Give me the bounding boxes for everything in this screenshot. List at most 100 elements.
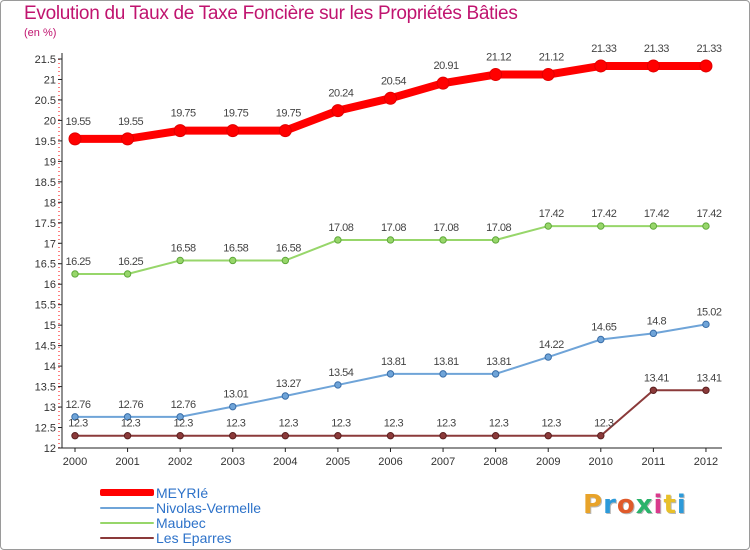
x-tick-label: 2004 — [273, 456, 297, 468]
data-point — [334, 236, 342, 244]
data-label: 16.58 — [171, 242, 196, 254]
data-label: 13.41 — [696, 372, 721, 384]
y-tick-label: 17.5 — [35, 218, 56, 230]
logo-letter: i — [676, 490, 687, 520]
data-point — [173, 124, 187, 138]
logo-letter: x — [635, 490, 654, 520]
data-point — [71, 432, 79, 440]
data-label: 12.3 — [384, 418, 404, 430]
y-tick-label: 21.5 — [35, 54, 56, 66]
data-label: 19.55 — [65, 116, 90, 128]
data-label: 12.76 — [118, 399, 143, 411]
series-lines — [71, 61, 710, 437]
data-point — [597, 222, 605, 230]
y-tick-label: 16.5 — [35, 259, 56, 271]
data-label: 21.12 — [486, 52, 511, 64]
y-tick-label: 12 — [44, 443, 56, 455]
data-point — [649, 386, 658, 394]
data-label: 12.76 — [171, 399, 196, 411]
data-point — [702, 386, 710, 394]
legend-label: Les Eparres — [156, 530, 232, 546]
data-point — [594, 59, 608, 73]
data-point — [544, 353, 552, 361]
x-tick-label: 2006 — [378, 456, 402, 468]
data-point — [702, 320, 710, 329]
data-label: 13.81 — [434, 356, 459, 368]
logo-letter: i — [653, 490, 664, 520]
data-point — [649, 222, 658, 230]
data-point — [699, 59, 713, 73]
data-label: 19.75 — [171, 108, 196, 120]
data-label: 20.24 — [328, 88, 353, 100]
data-point — [491, 236, 500, 244]
data-label: 13.81 — [486, 356, 511, 368]
x-tick-label: 2001 — [115, 456, 139, 468]
data-point — [281, 256, 290, 265]
x-tick-label: 2009 — [536, 456, 560, 468]
data-label: 16.25 — [65, 256, 90, 268]
data-label: 12.3 — [436, 418, 456, 430]
series-points — [68, 59, 713, 440]
data-label: 17.42 — [696, 208, 721, 220]
data-label: 13.41 — [644, 372, 669, 384]
x-tick-label: 2002 — [168, 456, 192, 468]
x-tick-label: 2011 — [642, 456, 666, 468]
y-tick-label: 15.5 — [35, 300, 56, 312]
data-label: 19.55 — [118, 116, 143, 128]
data-point — [334, 381, 342, 389]
data-label: 12.3 — [279, 418, 299, 430]
data-point — [281, 432, 290, 440]
data-label: 17.08 — [434, 222, 459, 234]
data-label: 16.25 — [118, 256, 143, 268]
data-point — [331, 104, 345, 118]
y-tick-label: 16 — [44, 279, 56, 291]
data-point — [386, 370, 395, 378]
data-label: 15.02 — [696, 306, 721, 318]
data-point — [544, 432, 552, 440]
data-point — [702, 222, 710, 230]
x-tick-label: 2012 — [694, 456, 718, 468]
data-point — [71, 270, 79, 278]
legend-label: Nivolas-Vermelle — [156, 500, 262, 516]
data-label: 14.8 — [647, 315, 667, 327]
x-tick-label: 2003 — [220, 456, 244, 468]
data-point — [229, 432, 237, 440]
data-label: 17.42 — [539, 208, 564, 220]
logo-letter: t — [663, 490, 677, 520]
data-label: 17.42 — [591, 208, 616, 220]
y-tick-label: 20 — [44, 115, 56, 127]
data-point — [123, 270, 132, 278]
data-label: 21.33 — [591, 43, 616, 55]
data-label: 19.75 — [223, 108, 248, 120]
data-point — [176, 413, 184, 421]
data-point — [278, 124, 292, 138]
data-point — [436, 76, 450, 90]
data-label: 14.22 — [539, 339, 564, 351]
legend-swatch — [100, 537, 154, 539]
axes: 12 12.5 13 13.5 14 14.5 15 15.5 16 16.5 17 17.5 18 18… — [35, 53, 722, 468]
data-label: 12.3 — [594, 418, 614, 430]
data-label: 12.3 — [542, 418, 562, 430]
data-point — [597, 335, 605, 344]
data-label: 12.3 — [121, 418, 141, 430]
y-tick-label: 21 — [44, 74, 56, 86]
data-point — [229, 256, 237, 265]
data-point — [123, 432, 132, 440]
data-point — [489, 68, 503, 82]
data-point — [544, 222, 552, 230]
legend-label: MEYRIé — [156, 485, 209, 501]
data-label: 14.65 — [591, 321, 616, 333]
x-tick-label: 2005 — [326, 456, 350, 468]
data-labels: 19.55 19.55 19.75 19.75 19.75 20.24 20.54 20.91… — [65, 43, 722, 430]
data-point — [176, 256, 184, 265]
x-tick-label: 2007 — [431, 456, 455, 468]
data-label: 17.42 — [644, 208, 669, 220]
data-point — [439, 432, 447, 440]
y-tick-label: 14.5 — [35, 341, 56, 353]
data-label: 13.27 — [276, 378, 301, 390]
logo-letter: o — [616, 490, 636, 520]
data-label: 19.75 — [276, 108, 301, 120]
y-tick-label: 19 — [44, 156, 56, 168]
legend-swatch — [100, 507, 154, 509]
